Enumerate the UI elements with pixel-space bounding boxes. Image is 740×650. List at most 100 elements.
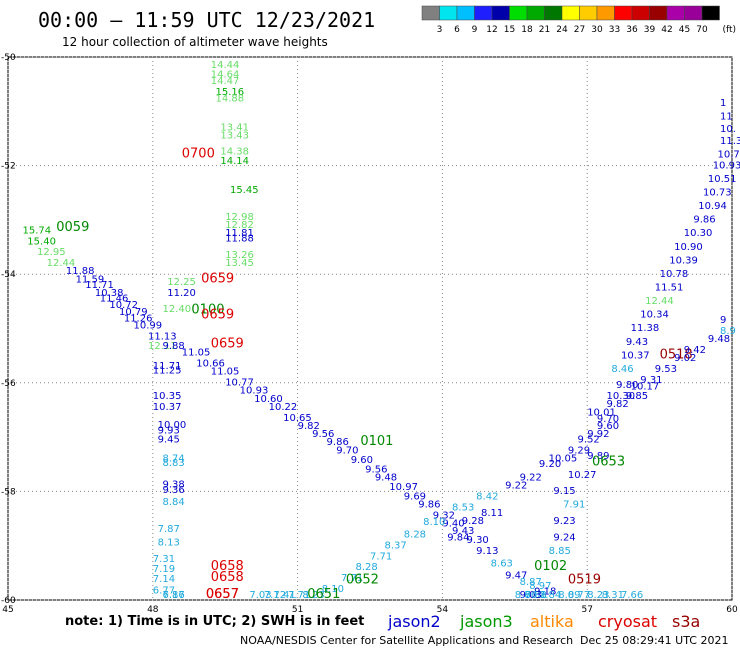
wave-height-point: 9.48 [375, 473, 397, 484]
color-scale-label: 33 [609, 25, 620, 35]
wave-height-point: 10.77 [225, 378, 254, 389]
wave-height-point: 10.27 [568, 470, 597, 481]
wave-height-point: 11.88 [225, 234, 254, 245]
wave-height-point: 9.47 [505, 570, 527, 581]
color-scale-label: 42 [661, 25, 672, 35]
pass-time-label: 0658 [211, 559, 244, 574]
y-tick-label: -58 [1, 487, 16, 497]
color-scale-label: 45 [679, 25, 690, 35]
wave-height-point: 10.65 [283, 413, 312, 424]
wave-height-point: 10.17 [631, 381, 660, 392]
color-scale-unit: (ft) [723, 25, 737, 35]
wave-height-point: 10.39 [669, 255, 698, 266]
x-tick-label: 48 [147, 605, 159, 615]
wave-height-point: 7.84 [539, 590, 561, 601]
wave-height-point: 8.28 [404, 530, 426, 541]
x-tick-label: 57 [581, 605, 592, 615]
wave-height-point: 7.61 [524, 590, 546, 601]
wave-height-point: 10.72 [109, 300, 138, 311]
wave-height-point: 11.81 [225, 228, 254, 239]
footer-note: note: 1) Time is in UTC; 2) SWH is in fe… [65, 614, 364, 629]
wave-height-point: 12.95 [37, 247, 66, 258]
y-tick-label: -54 [1, 270, 16, 280]
wave-height-point: 13.41 [220, 122, 249, 133]
wave-height-point: 9.03 [520, 590, 542, 601]
color-swatch [526, 5, 545, 21]
wave-height-point: 10.60 [254, 394, 283, 405]
wave-height-point: 14.47 [211, 76, 240, 87]
color-scale-label: 39 [644, 25, 656, 35]
wave-height-point: 9.38 [162, 480, 184, 491]
x-tick-label: 60 [726, 605, 738, 615]
wave-height-point: 15.40 [27, 236, 56, 247]
wave-height-point: 9.23 [553, 516, 575, 527]
wave-height-point: 8.97 [529, 581, 551, 592]
wave-height-point: 7.03 [249, 590, 271, 601]
wave-height-point: 8.83 [162, 458, 184, 469]
wave-height-point: 11.71 [153, 361, 182, 372]
wave-height-point: 9.82 [298, 421, 320, 432]
pass-time-label: 0700 [182, 146, 215, 161]
legend-entry-jason2: jason2 [387, 612, 441, 631]
wave-height-point: 15.16 [216, 87, 245, 98]
wave-height-point: 9.36 [162, 485, 184, 496]
color-swatch [561, 5, 580, 21]
wave-height-point: 9.28 [462, 516, 484, 527]
y-tick-label: -56 [1, 379, 16, 389]
wave-height-point: 10.77 [718, 149, 740, 160]
wave-height-point: 8.10 [423, 517, 445, 528]
wave-height-point: 9.89 [587, 451, 609, 462]
wave-height-point: 9.20 [539, 459, 561, 470]
legend-entry-s3a: s3a [672, 612, 700, 631]
wave-height-point: 7.19 [153, 564, 175, 575]
wave-height-point: 10.35 [153, 391, 182, 402]
wave-height-point: 8.63 [491, 558, 513, 569]
satellite-legend: jason2 jason3 altika cryosat s3a [387, 612, 700, 631]
wave-height-point: 8.11 [481, 508, 503, 519]
wave-height-point: 9.52 [578, 435, 600, 446]
pass-time-label: 0659 [201, 271, 234, 286]
wave-height-point: 12.82 [225, 220, 254, 231]
wave-height-point: 10.78 [660, 269, 689, 280]
wave-height-point: 11 [720, 111, 733, 122]
color-swatch [614, 5, 633, 21]
color-scale-label: 15 [504, 25, 515, 35]
color-swatch [631, 5, 650, 21]
color-scale-label: 24 [556, 25, 568, 35]
wave-height-point: 9.86 [693, 215, 715, 226]
wave-height-point: 14.14 [220, 156, 249, 167]
wave-height-point: 11.05 [182, 348, 211, 359]
wave-height-point: 9.32 [433, 511, 455, 522]
wave-height-point: 9.69 [404, 492, 426, 503]
wave-height-point: 9.70 [336, 445, 358, 456]
wave-height-point: 9.56 [312, 429, 334, 440]
wave-height-point: 9.30 [467, 535, 489, 546]
x-tick-label: 54 [437, 605, 449, 615]
color-scale-label: 12 [486, 25, 497, 35]
wave-height-point: 7.31 [153, 554, 175, 565]
wave-height-point: 7.14 [153, 574, 175, 585]
wave-height-point: 6.87 [162, 590, 184, 601]
wave-height-point: 10.22 [269, 402, 298, 413]
legend-entry-jason3: jason3 [459, 612, 513, 631]
y-tick-label: -60 [1, 596, 16, 606]
wave-height-point: 13.43 [220, 130, 249, 141]
wave-height-point: 10.90 [674, 242, 703, 253]
pass-time-label: 0653 [592, 454, 625, 469]
wave-height-point: 10.05 [549, 454, 578, 465]
pass-time-label: 0658 [211, 570, 244, 585]
wave-height-point: 11.13 [148, 331, 177, 342]
wave-height-point: 8.31 [602, 590, 624, 601]
wave-height-point: 14.88 [216, 94, 245, 105]
wave-height-point: 8.23 [302, 590, 324, 601]
wave-height-point: 8.37 [384, 540, 406, 551]
color-swatch [579, 5, 598, 21]
wave-height-point: 7.41 [273, 590, 295, 601]
pass-time-label: 0059 [56, 220, 89, 235]
wave-height-point: 9.80 [616, 380, 638, 391]
color-swatch [509, 5, 528, 21]
wave-height-point: 8.42 [476, 492, 498, 503]
pass-time-label: 0518 [660, 347, 693, 362]
wave-height-point: 8.46 [611, 364, 633, 375]
